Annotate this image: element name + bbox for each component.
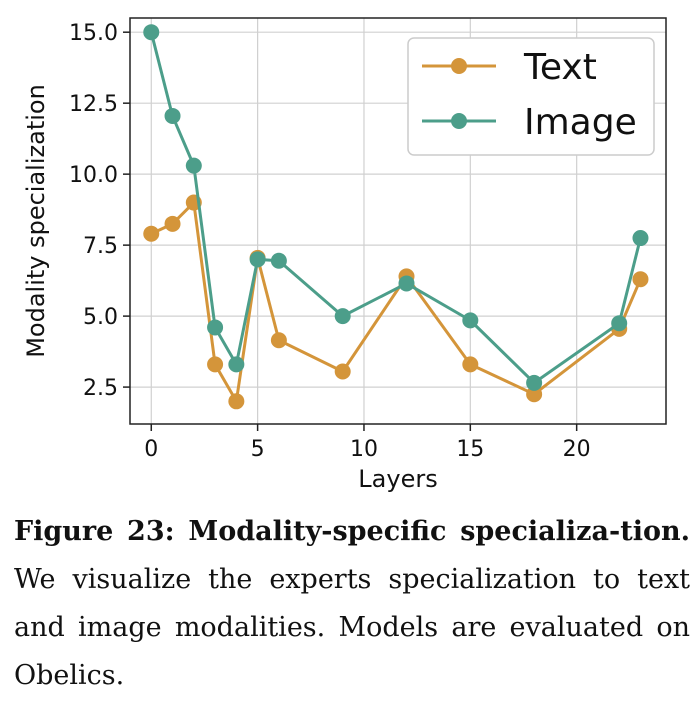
line-chart: 0 5 10 15 20 2.5 5.0 7.5 10.0 12.5 15.0 Layers Mod… bbox=[22, 17, 667, 493]
y-tick-label: 12.5 bbox=[69, 92, 118, 117]
y-tick-label: 7.5 bbox=[83, 234, 118, 259]
x-tick-label: 10 bbox=[350, 437, 378, 462]
x-tick-label: 20 bbox=[563, 437, 591, 462]
x-tick-label: 5 bbox=[251, 437, 265, 462]
data-point-text bbox=[143, 225, 160, 242]
legend-marker-text-dot bbox=[451, 58, 467, 74]
x-tick-label: 0 bbox=[144, 437, 158, 462]
y-tick-label: 10.0 bbox=[69, 163, 118, 188]
y-tick-label: 15.0 bbox=[69, 21, 118, 46]
data-point-image bbox=[249, 251, 266, 268]
data-point-image bbox=[185, 157, 202, 174]
data-point-image bbox=[462, 312, 479, 329]
y-tick-label: 2.5 bbox=[83, 376, 118, 401]
legend: Text Image bbox=[407, 37, 655, 156]
data-point-text bbox=[164, 215, 181, 232]
data-point-text bbox=[207, 356, 224, 373]
x-axis-label: Layers bbox=[358, 465, 437, 493]
plot-frame bbox=[129, 17, 667, 425]
y-axis-label: Modality specialization bbox=[22, 84, 50, 358]
data-point-text bbox=[334, 363, 351, 380]
legend-marker-image-dot bbox=[451, 113, 467, 129]
data-point-image bbox=[334, 308, 351, 325]
data-point-image bbox=[143, 24, 160, 41]
data-point-text bbox=[632, 271, 649, 288]
legend-label-text: Text bbox=[523, 47, 597, 88]
axis-ticks: 0 5 10 15 20 2.5 5.0 7.5 10.0 12.5 15.0 bbox=[69, 21, 591, 462]
data-point-image bbox=[398, 275, 415, 292]
data-point-text bbox=[526, 386, 543, 403]
data-point-image bbox=[207, 319, 224, 336]
x-tick-label: 15 bbox=[456, 437, 484, 462]
data-point-text bbox=[228, 393, 245, 410]
caption-title: Figure 23: Modality-specific specializa-… bbox=[14, 516, 690, 547]
data-point-image bbox=[526, 374, 543, 391]
legend-label-image: Image bbox=[524, 102, 637, 143]
data-point-image bbox=[611, 315, 628, 332]
data-point-text bbox=[462, 356, 479, 373]
data-point-image bbox=[270, 252, 287, 269]
caption-body: We visualize the experts specialization … bbox=[14, 564, 690, 691]
data-point-image bbox=[632, 230, 649, 247]
data-point-text bbox=[270, 332, 287, 349]
series-layer bbox=[143, 24, 649, 410]
data-point-image bbox=[164, 107, 181, 124]
figure-caption: Figure 23: Modality-specific specializa-… bbox=[14, 508, 690, 700]
y-tick-label: 5.0 bbox=[83, 305, 118, 330]
data-point-image bbox=[228, 356, 245, 373]
series-line-text bbox=[150, 201, 642, 403]
